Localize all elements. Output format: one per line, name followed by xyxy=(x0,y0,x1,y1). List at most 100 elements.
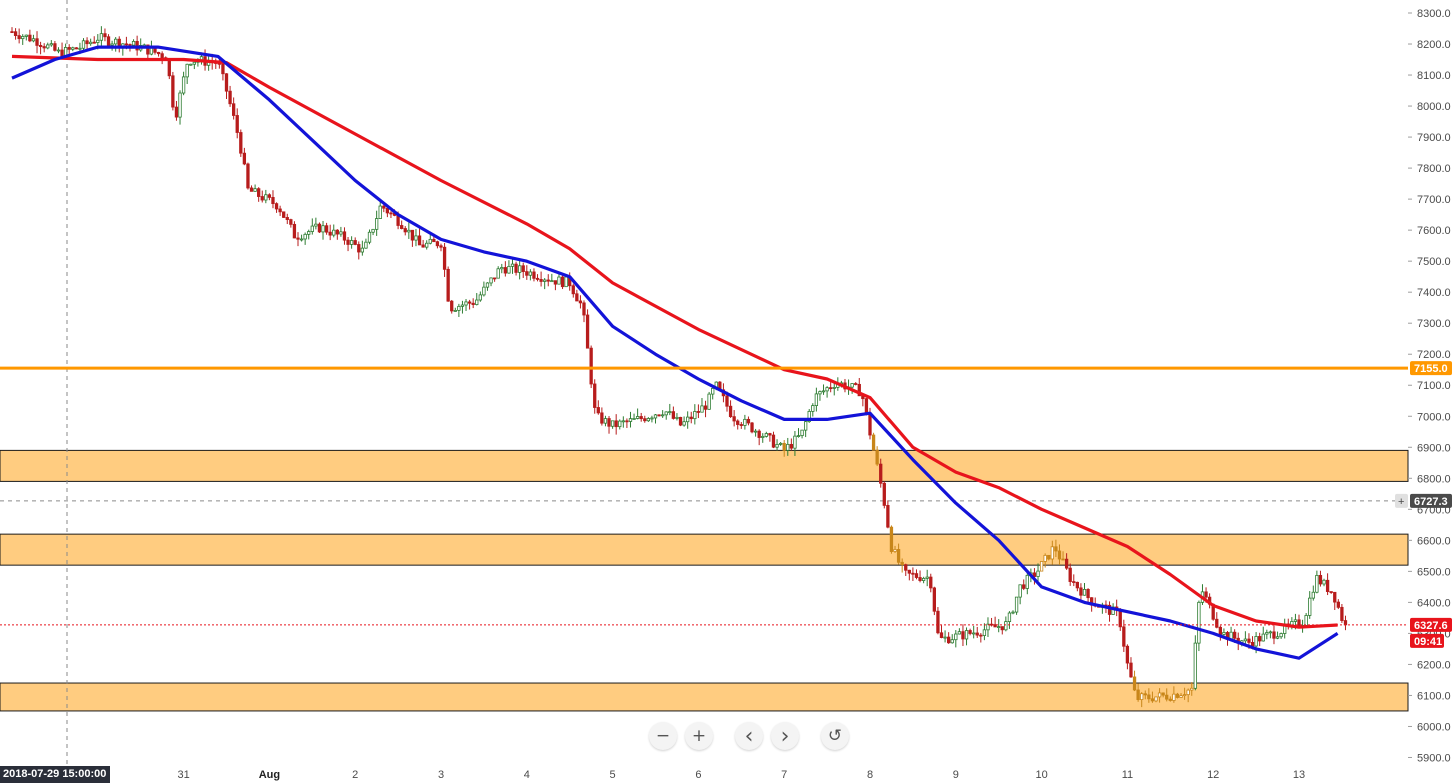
countdown-tag-text: 09:41 xyxy=(1414,636,1442,648)
candle-body xyxy=(285,217,289,220)
candle-body xyxy=(1057,550,1062,560)
candle-body xyxy=(385,207,390,214)
candle-body xyxy=(700,405,704,413)
plus-icon: + xyxy=(1398,496,1404,508)
candle-body xyxy=(1150,698,1155,702)
candle-body xyxy=(696,411,701,413)
candle-body xyxy=(929,576,933,589)
candle-body xyxy=(668,411,672,414)
candle-body xyxy=(1061,558,1065,561)
candle-body xyxy=(643,418,647,422)
candle-body xyxy=(893,549,897,552)
candle-body xyxy=(972,632,976,635)
candle-body xyxy=(757,430,761,438)
x-tick-label: 7 xyxy=(781,769,787,781)
moving-average-line-2 xyxy=(11,45,1339,660)
candle-body xyxy=(571,285,575,295)
x-tick-label: 12 xyxy=(1207,769,1219,781)
candle-body xyxy=(264,194,268,201)
candle-body xyxy=(514,263,518,273)
candle-body xyxy=(1333,591,1337,603)
crosshair-time-label: 2018-07-29 15:00:00 xyxy=(0,766,111,783)
candle-body xyxy=(1107,604,1112,615)
x-tick-label: 2 xyxy=(352,769,358,781)
candle-body xyxy=(982,629,987,636)
candle-body xyxy=(793,435,797,449)
candle-body xyxy=(1018,584,1022,598)
candle-body xyxy=(235,115,239,133)
y-tick-label: 7700.0 xyxy=(1417,194,1451,206)
candle-body xyxy=(417,235,422,246)
candle-body xyxy=(896,549,901,563)
candle-body xyxy=(964,630,969,640)
candle-body xyxy=(1197,601,1201,644)
candle-body xyxy=(618,420,622,428)
candle-body xyxy=(1022,584,1026,589)
y-tick-label: 8300.0 xyxy=(1417,8,1451,20)
reset-chart-button[interactable]: ↺ xyxy=(821,722,849,750)
y-tick-label: 8100.0 xyxy=(1417,70,1451,82)
candle-body xyxy=(764,433,768,437)
candle-body xyxy=(496,268,500,279)
candle-body xyxy=(360,247,365,253)
candle-body xyxy=(274,203,279,210)
candle-body xyxy=(471,302,475,305)
candle-body xyxy=(1047,554,1051,560)
candle-body xyxy=(67,47,71,50)
chevron-right-icon: › xyxy=(780,723,790,749)
countdown-tag xyxy=(1410,633,1444,648)
candle-body xyxy=(1258,636,1262,642)
candle-body xyxy=(342,231,347,241)
candle-body xyxy=(439,245,443,248)
y-tick-label: 6500.0 xyxy=(1417,566,1451,578)
candle-body xyxy=(682,421,686,426)
zoom-out-button[interactable]: − xyxy=(649,722,677,750)
candle-body xyxy=(346,239,350,245)
candle-body xyxy=(632,418,636,420)
zoom-in-button[interactable]: + xyxy=(685,722,713,750)
candle-body xyxy=(803,421,808,431)
y-tick-label: 7000.0 xyxy=(1417,411,1451,423)
candle-body xyxy=(1279,633,1283,638)
y-tick-label: 7600.0 xyxy=(1417,225,1451,237)
candle-body xyxy=(389,212,393,215)
scroll-right-button[interactable]: › xyxy=(771,722,799,750)
candle-body xyxy=(707,393,711,410)
time-axis[interactable]: 231Aug2345678910111213 xyxy=(10,769,1305,781)
candle-body xyxy=(936,610,940,634)
scroll-left-button[interactable]: ‹ xyxy=(735,722,763,750)
y-tick-label: 7400.0 xyxy=(1417,287,1451,299)
candle-body xyxy=(1075,581,1080,589)
candle-body xyxy=(106,36,111,46)
candle-body xyxy=(1340,606,1344,621)
candle-body xyxy=(428,238,432,244)
candle-body xyxy=(1129,662,1133,678)
candle-body xyxy=(771,434,776,448)
candle-body xyxy=(625,420,629,423)
candle-body xyxy=(400,225,404,229)
candle-body xyxy=(728,405,733,418)
candle-body xyxy=(310,225,314,232)
price-axis[interactable]: 8300.0 8200.0 8100.0 8000.0 7900.0 7800.0 7700… xyxy=(1408,8,1451,764)
candle-body xyxy=(1218,626,1223,635)
candle-body xyxy=(997,626,1001,628)
candle-body xyxy=(324,225,329,233)
candle-body xyxy=(460,304,465,307)
candle-body xyxy=(99,33,104,41)
candle-body xyxy=(739,424,743,426)
y-tick-label: 6600.0 xyxy=(1417,535,1451,547)
candle-body xyxy=(367,231,372,243)
candle-body xyxy=(1086,589,1090,599)
candle-body xyxy=(879,463,883,484)
candle-body xyxy=(457,305,461,311)
candle-body xyxy=(374,218,379,230)
candle-body xyxy=(639,416,643,420)
candle-body xyxy=(1336,601,1340,608)
candle-body xyxy=(321,225,325,233)
candle-body xyxy=(600,412,604,424)
candle-body xyxy=(185,63,189,78)
candle-body xyxy=(349,240,354,245)
candle-body xyxy=(28,34,32,42)
y-tick-label: 7500.0 xyxy=(1417,256,1451,268)
